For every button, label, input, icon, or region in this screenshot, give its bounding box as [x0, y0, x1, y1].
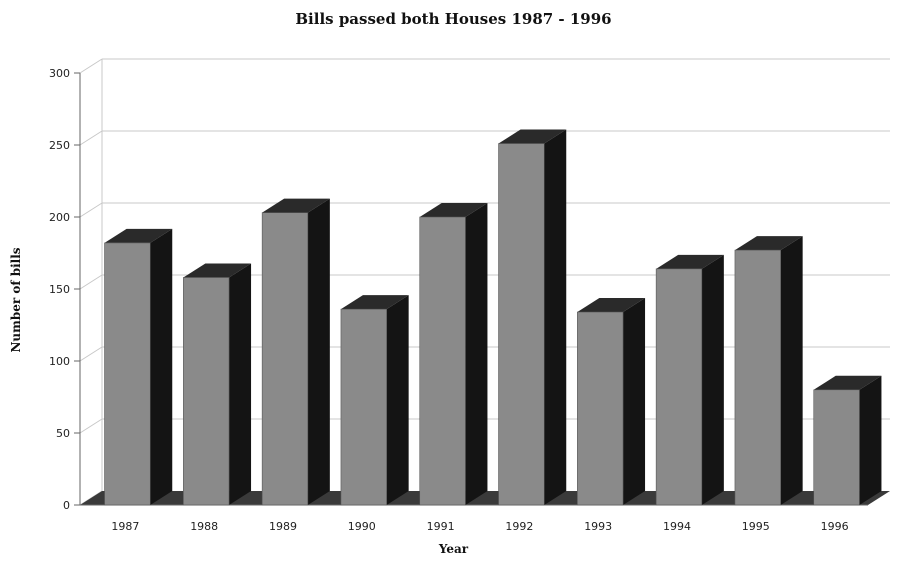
bar-top-1987	[104, 228, 173, 243]
y-tick-label: 100	[49, 355, 70, 368]
y-tick-label: 250	[49, 139, 70, 152]
bar-1994	[655, 268, 703, 506]
gridline-side	[79, 346, 103, 362]
bar-side-1991	[465, 203, 488, 505]
bar-1991	[419, 216, 466, 506]
bar-side-1987	[150, 228, 173, 506]
bar-top-1993	[577, 298, 646, 313]
y-tick-label: 150	[49, 283, 70, 296]
x-tick-label: 1989	[269, 520, 297, 533]
x-tick-label: 1992	[505, 520, 533, 533]
bar-top-1996	[813, 375, 882, 390]
chart-title: Bills passed both Houses 1987 - 1996	[295, 10, 612, 28]
bar-side-1996	[859, 375, 882, 505]
x-tick-label: 1994	[663, 520, 691, 533]
x-tick-label: 1987	[111, 520, 139, 533]
gridline-side	[79, 130, 103, 146]
x-tick-label: 1990	[348, 520, 376, 533]
gridline-side	[79, 418, 103, 434]
bar-side-1988	[229, 263, 252, 505]
bar-top-1992	[498, 129, 567, 144]
bar-1996	[813, 389, 860, 506]
bar-top-1990	[340, 295, 409, 310]
bar-top-1988	[183, 263, 252, 278]
bar-top-1991	[419, 203, 488, 217]
bar-1993	[577, 311, 624, 506]
bar-top-1994	[656, 254, 724, 269]
bar-1988	[183, 277, 230, 506]
bar-side-1989	[307, 198, 330, 505]
bar-1990	[340, 308, 387, 506]
bar-side-1993	[623, 298, 646, 505]
x-tick-label: 1988	[190, 520, 218, 533]
x-tick-label: 1993	[584, 520, 612, 533]
x-tick-label: 1996	[821, 520, 849, 533]
y-tick-label: 50	[56, 427, 70, 440]
x-axis-label: Year	[438, 542, 469, 556]
bar-side-1994	[701, 254, 724, 505]
gridline-side	[79, 58, 103, 74]
x-tick-label: 1991	[427, 520, 455, 533]
x-tick-label: 1995	[742, 520, 770, 533]
y-tick-label: 300	[49, 67, 70, 80]
bar-side-1995	[780, 236, 803, 505]
y-tick-label: 0	[63, 499, 70, 512]
bar-top-1989	[262, 198, 330, 213]
bar-side-1990	[386, 295, 409, 505]
y-tick-label: 200	[49, 211, 70, 224]
bar-1989	[261, 212, 309, 506]
bar-1995	[734, 249, 781, 506]
bar-1987	[104, 242, 151, 506]
bar-top-1995	[734, 236, 803, 251]
gridline-side	[79, 274, 103, 290]
bar-1992	[498, 143, 545, 506]
bar-side-1992	[544, 129, 567, 505]
gridline-side	[79, 202, 103, 218]
